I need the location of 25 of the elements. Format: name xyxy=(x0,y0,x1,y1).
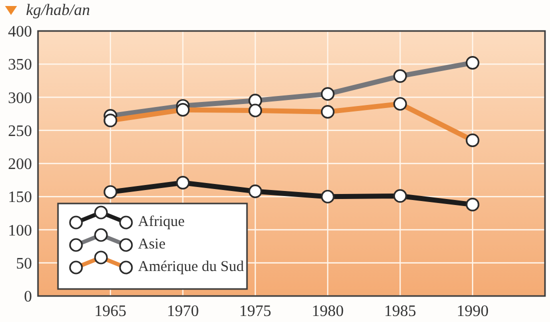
legend-label: Amérique du Sud xyxy=(138,258,244,275)
point xyxy=(104,185,118,199)
point xyxy=(320,190,335,204)
x-tick-label: 1965 xyxy=(94,303,126,320)
x-tick-label: 1980 xyxy=(312,303,344,320)
y-tick-label: 350 xyxy=(8,56,32,74)
x-tick-label: 1975 xyxy=(239,303,272,320)
legend-label: Afrique xyxy=(138,214,185,230)
point xyxy=(248,184,262,198)
y-tick-label: 50 xyxy=(16,255,32,272)
point xyxy=(393,189,407,203)
y-tick-label: 250 xyxy=(8,122,32,140)
y-tick-label: 400 xyxy=(8,24,32,41)
y-axis-title: kg/hab/an xyxy=(26,2,90,19)
y-tick-label: 100 xyxy=(8,222,32,240)
x-tick-label: 1990 xyxy=(456,303,489,320)
x-tick-label: 1985 xyxy=(384,303,416,320)
point xyxy=(466,198,480,212)
point xyxy=(176,176,190,190)
y-tick-label: 300 xyxy=(8,90,32,107)
y-tick-label: 0 xyxy=(24,288,32,306)
x-tick-label: 1970 xyxy=(166,303,199,320)
y-tick-label: 200 xyxy=(8,156,32,174)
y-tick-label: 150 xyxy=(8,189,32,206)
legend-label: Asie xyxy=(138,236,166,252)
